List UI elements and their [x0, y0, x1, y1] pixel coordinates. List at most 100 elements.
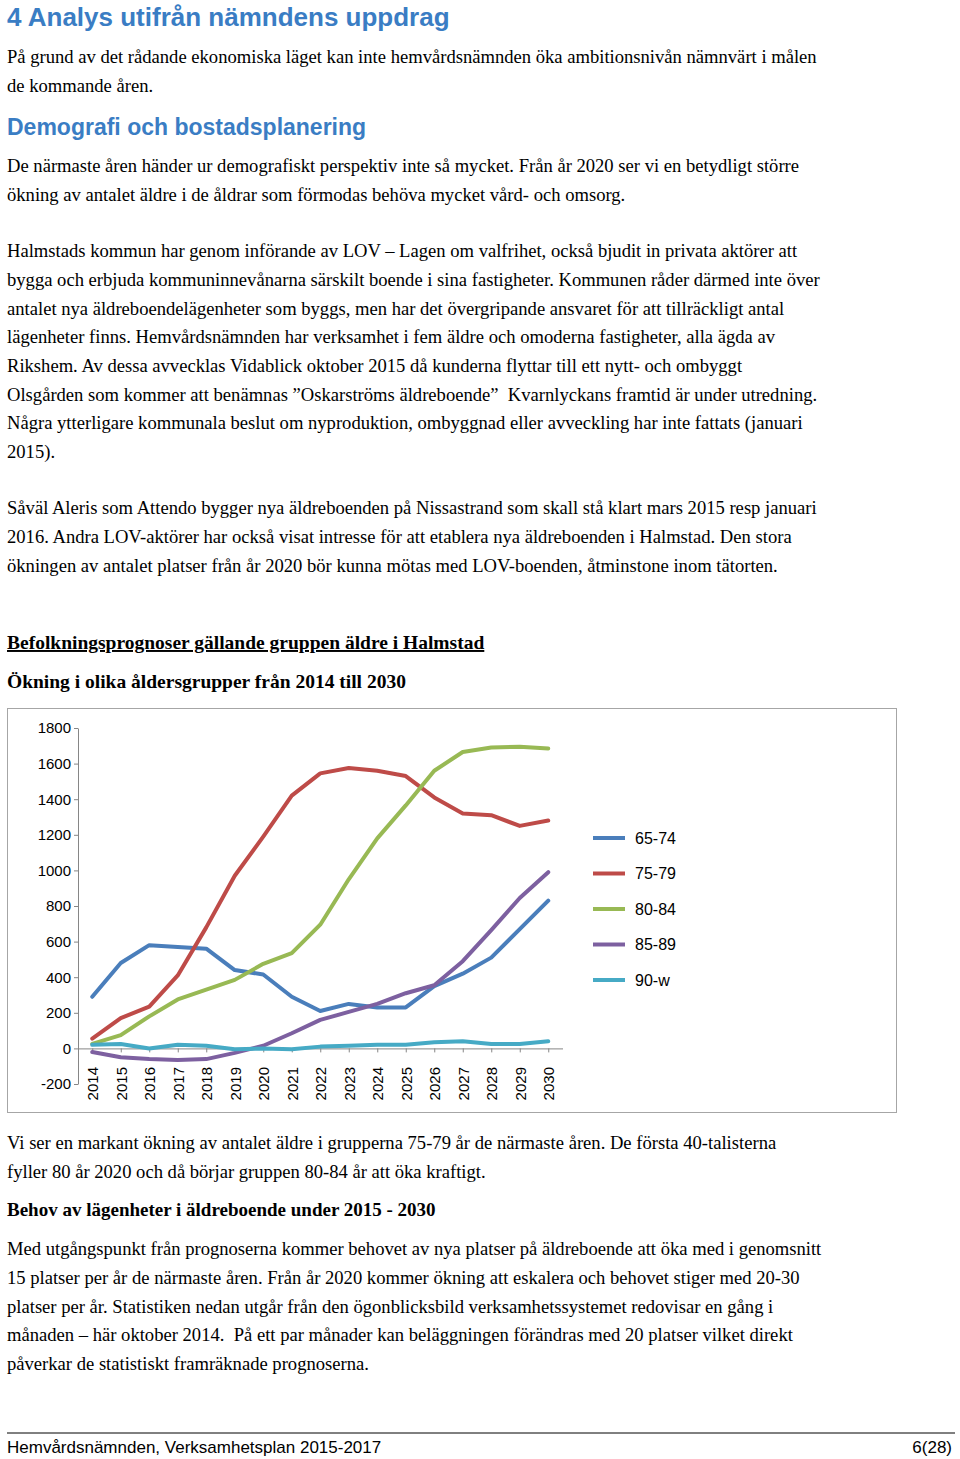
y-tick: 1600 [38, 755, 78, 772]
heading: 4 Analys utifrån nämndens uppdrag [7, 2, 450, 32]
paragraph-line: De närmaste åren händer ur demografiskt … [7, 155, 799, 176]
tick-mark [74, 764, 78, 765]
y-tick: 600 [46, 933, 78, 950]
tick-label: 1200 [38, 826, 71, 843]
y-tick: 1800 [38, 719, 78, 736]
tick-label: 2028 [483, 1067, 500, 1100]
tick-mark [434, 1048, 435, 1052]
tick-mark [74, 870, 78, 871]
page: 4 Analys utifrån nämndens uppdrag På grun… [0, 0, 960, 1459]
tick-label: 1400 [38, 791, 71, 808]
paragraph-line: Halmstads kommun har genom införande av … [7, 240, 798, 261]
legend-swatch [593, 943, 625, 947]
tick-mark [74, 1013, 78, 1014]
tick-mark [121, 1048, 122, 1052]
text-block: Halmstads kommun har genom införande av … [7, 240, 821, 463]
text-block: De närmaste åren händer ur demografiskt … [7, 155, 799, 205]
paragraph-line: 2015). [7, 441, 55, 463]
tick-label: 1800 [38, 719, 71, 736]
paragraph-line: bygga och erbjuda kommuninnevånarna särs… [7, 269, 821, 290]
legend-swatch [593, 907, 625, 911]
tick-mark [520, 1048, 521, 1052]
tick-mark [491, 1048, 492, 1052]
legend-label: 75-79 [635, 865, 676, 882]
x-tick: 2023 [341, 1048, 358, 1100]
x-tick: 2025 [398, 1048, 415, 1100]
x-tick: 2020 [255, 1048, 272, 1100]
tick-mark [74, 942, 78, 943]
tick-mark [74, 906, 78, 907]
tick-label: 2029 [512, 1067, 529, 1100]
text-block: Med utgångspunkt från prognoserna kommer… [7, 1238, 822, 1374]
legend: 65-7475-7980-8485-8990-w [593, 830, 676, 989]
paragraph-line: lägenheter finns. Hemvårdsnämnden har ve… [7, 326, 776, 347]
series-line [92, 1041, 548, 1049]
legend-swatch [593, 978, 625, 982]
paragraph-line: påverkar de statistiskt framräknade prog… [7, 1353, 369, 1374]
tick-mark [74, 1048, 78, 1049]
tick-label: 0 [63, 1040, 71, 1057]
tick-mark [349, 1048, 350, 1052]
tick-mark [377, 1048, 378, 1052]
paragraph-line: Med utgångspunkt från prognoserna kommer… [7, 1238, 822, 1259]
tick-label: 2021 [284, 1067, 301, 1100]
series-line [92, 768, 548, 1039]
paragraph-line: ökningen av antalet platser från år 2020… [7, 555, 778, 576]
tick-label: 2024 [369, 1067, 386, 1100]
x-tick: 2017 [170, 1048, 187, 1100]
paragraph-line: Några ytterligare kommunala beslut om ny… [7, 412, 803, 434]
paragraph-line: Olsgården som kommer att benämnas ”Oskar… [7, 384, 817, 405]
series-line [92, 747, 548, 1044]
x-tick: 2022 [312, 1048, 329, 1100]
tick-label: 600 [46, 933, 71, 950]
tick-label: 2030 [540, 1067, 557, 1100]
tick-label: 2016 [141, 1067, 158, 1100]
paragraph-line: ökning av antalet äldre i de åldrar som … [7, 184, 625, 205]
tick-mark [74, 835, 78, 836]
x-tick: 2024 [369, 1048, 386, 1100]
tick-label: 2026 [426, 1067, 443, 1100]
text-block: Behov av lägenheter i äldreboende under … [7, 1199, 436, 1220]
text-block: Demografi och bostadsplanering [7, 114, 366, 140]
tick-label: 200 [46, 1004, 71, 1021]
paragraph-line: Rikshem. Av dessa avvecklas Vidablick ok… [7, 355, 743, 376]
tick-mark [206, 1048, 207, 1052]
footer-left: Hemvårdsnämnden, Verksamhetsplan 2015-20… [7, 1438, 381, 1457]
chart-frame [8, 709, 897, 1113]
paragraph-line: På grund av det rådande ekonomiska läget… [7, 46, 817, 67]
y-axis: -200020040060080010001200140016001800 [38, 719, 79, 1092]
paragraph-line: Vi ser en markant ökning av antalet äldr… [7, 1132, 776, 1153]
legend-swatch [593, 872, 625, 876]
x-tick: 2029 [512, 1048, 529, 1100]
tick-mark [74, 1084, 78, 1085]
tick-mark [74, 977, 78, 978]
tick-label: -200 [41, 1075, 71, 1092]
tick-mark [74, 799, 78, 800]
tick-label: 2020 [255, 1067, 272, 1100]
chart-title: Befolkningsprognoser gällande gruppen äl… [7, 632, 484, 653]
tick-label: 2022 [312, 1067, 329, 1100]
x-tick: 2027 [455, 1048, 472, 1100]
tick-label: 2023 [341, 1067, 358, 1100]
y-tick: 1000 [38, 862, 78, 879]
series-line [92, 872, 548, 1060]
x-tick: 2021 [284, 1048, 301, 1100]
legend-label: 90-w [635, 972, 670, 989]
x-tick: 2019 [227, 1048, 244, 1100]
chart-subtitle: Ökning i olika åldersgrupper från 2014 t… [7, 671, 406, 692]
y-tick: 0 [63, 1040, 78, 1057]
plot-area [92, 747, 548, 1060]
paragraph-line: 2016. Andra LOV-aktörer har också visat … [7, 526, 792, 547]
tick-mark [74, 728, 78, 729]
tick-label: 800 [46, 897, 71, 914]
tick-label: 2027 [455, 1067, 472, 1100]
x-tick: 2028 [483, 1048, 500, 1100]
y-tick: -200 [41, 1075, 78, 1092]
tick-label: 2019 [227, 1067, 244, 1100]
paragraph-line: platser per år. Statistiken nedan utgår … [7, 1296, 773, 1317]
x-tick: 2016 [141, 1048, 158, 1100]
paragraph-line: de kommande åren. [7, 75, 153, 96]
subheading: Demografi och bostadsplanering [7, 114, 366, 140]
tick-label: 2014 [84, 1067, 101, 1100]
bold-heading: Behov av lägenheter i äldreboende under … [7, 1199, 436, 1220]
